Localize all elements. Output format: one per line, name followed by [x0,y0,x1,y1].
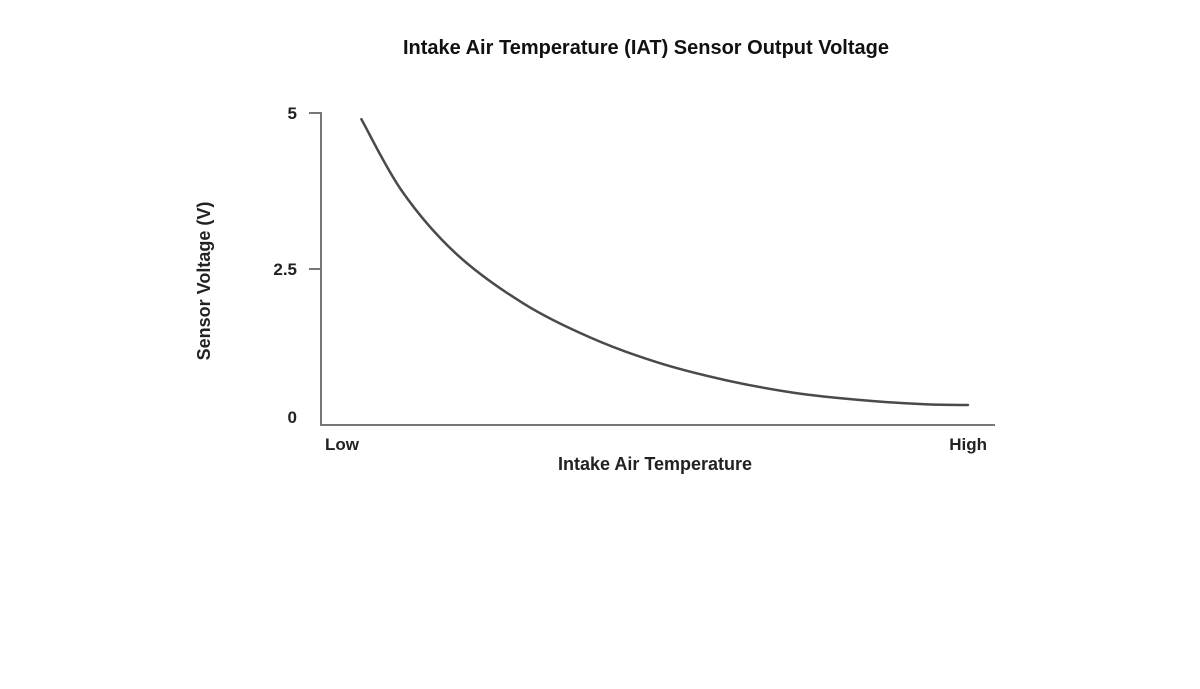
chart-title: Intake Air Temperature (IAT) Sensor Outp… [403,37,889,59]
x-tick-label-low: Low [325,435,360,454]
y-ticks: 02.55 [273,104,321,427]
y-tick-label: 0 [288,408,297,427]
y-tick-label: 5 [288,104,297,123]
x-tick-label-high: High [949,435,987,454]
series-line-0 [360,117,970,407]
y-axis-label: Sensor Voltage (V) [194,202,214,361]
y-tick-label: 2.5 [273,260,297,279]
x-axis-label: Intake Air Temperature [558,454,752,474]
series-layer [360,117,970,407]
